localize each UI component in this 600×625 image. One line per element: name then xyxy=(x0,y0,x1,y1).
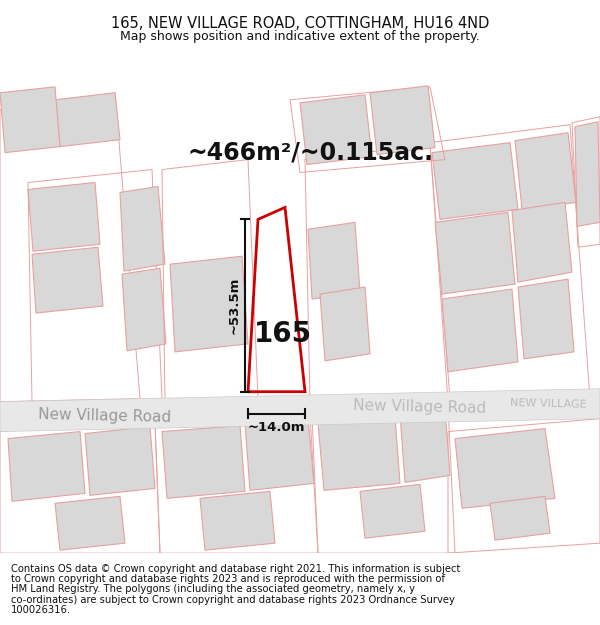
Polygon shape xyxy=(435,213,515,294)
Polygon shape xyxy=(300,95,372,164)
Polygon shape xyxy=(55,93,120,147)
Polygon shape xyxy=(0,389,600,432)
Text: New Village Road: New Village Road xyxy=(353,398,487,416)
Polygon shape xyxy=(0,87,60,152)
Text: 165: 165 xyxy=(254,320,312,348)
Polygon shape xyxy=(8,432,85,501)
Polygon shape xyxy=(442,289,518,372)
Polygon shape xyxy=(455,429,555,508)
Polygon shape xyxy=(400,409,450,482)
Polygon shape xyxy=(85,427,155,496)
Text: New Village Road: New Village Road xyxy=(38,407,172,424)
Polygon shape xyxy=(518,279,574,359)
Polygon shape xyxy=(245,418,314,491)
Polygon shape xyxy=(370,86,435,154)
Text: 100026316.: 100026316. xyxy=(11,605,71,615)
Text: Map shows position and indicative extent of the property.: Map shows position and indicative extent… xyxy=(120,30,480,42)
Polygon shape xyxy=(432,142,518,219)
Polygon shape xyxy=(490,496,550,540)
Polygon shape xyxy=(170,256,248,352)
Polygon shape xyxy=(515,132,576,209)
Polygon shape xyxy=(308,222,360,299)
Polygon shape xyxy=(32,248,103,313)
Polygon shape xyxy=(28,182,100,251)
Polygon shape xyxy=(512,202,572,282)
Polygon shape xyxy=(55,496,125,550)
Text: co-ordinates) are subject to Crown copyright and database rights 2023 Ordnance S: co-ordinates) are subject to Crown copyr… xyxy=(11,595,455,605)
Text: ~14.0m: ~14.0m xyxy=(248,421,305,434)
Polygon shape xyxy=(120,186,165,271)
Text: 165, NEW VILLAGE ROAD, COTTINGHAM, HU16 4ND: 165, NEW VILLAGE ROAD, COTTINGHAM, HU16 … xyxy=(111,16,489,31)
Polygon shape xyxy=(320,287,370,361)
Text: Contains OS data © Crown copyright and database right 2021. This information is : Contains OS data © Crown copyright and d… xyxy=(11,564,460,574)
Polygon shape xyxy=(200,491,275,550)
Polygon shape xyxy=(575,122,600,226)
Text: HM Land Registry. The polygons (including the associated geometry, namely x, y: HM Land Registry. The polygons (includin… xyxy=(11,584,415,594)
Polygon shape xyxy=(162,426,245,498)
Text: ~466m²/~0.115ac.: ~466m²/~0.115ac. xyxy=(187,141,433,164)
Polygon shape xyxy=(318,417,400,491)
Text: NEW VILLAGE: NEW VILLAGE xyxy=(509,398,586,409)
Text: to Crown copyright and database rights 2023 and is reproduced with the permissio: to Crown copyright and database rights 2… xyxy=(11,574,445,584)
Polygon shape xyxy=(360,484,425,538)
Polygon shape xyxy=(122,268,166,351)
Text: ~53.5m: ~53.5m xyxy=(227,277,241,334)
